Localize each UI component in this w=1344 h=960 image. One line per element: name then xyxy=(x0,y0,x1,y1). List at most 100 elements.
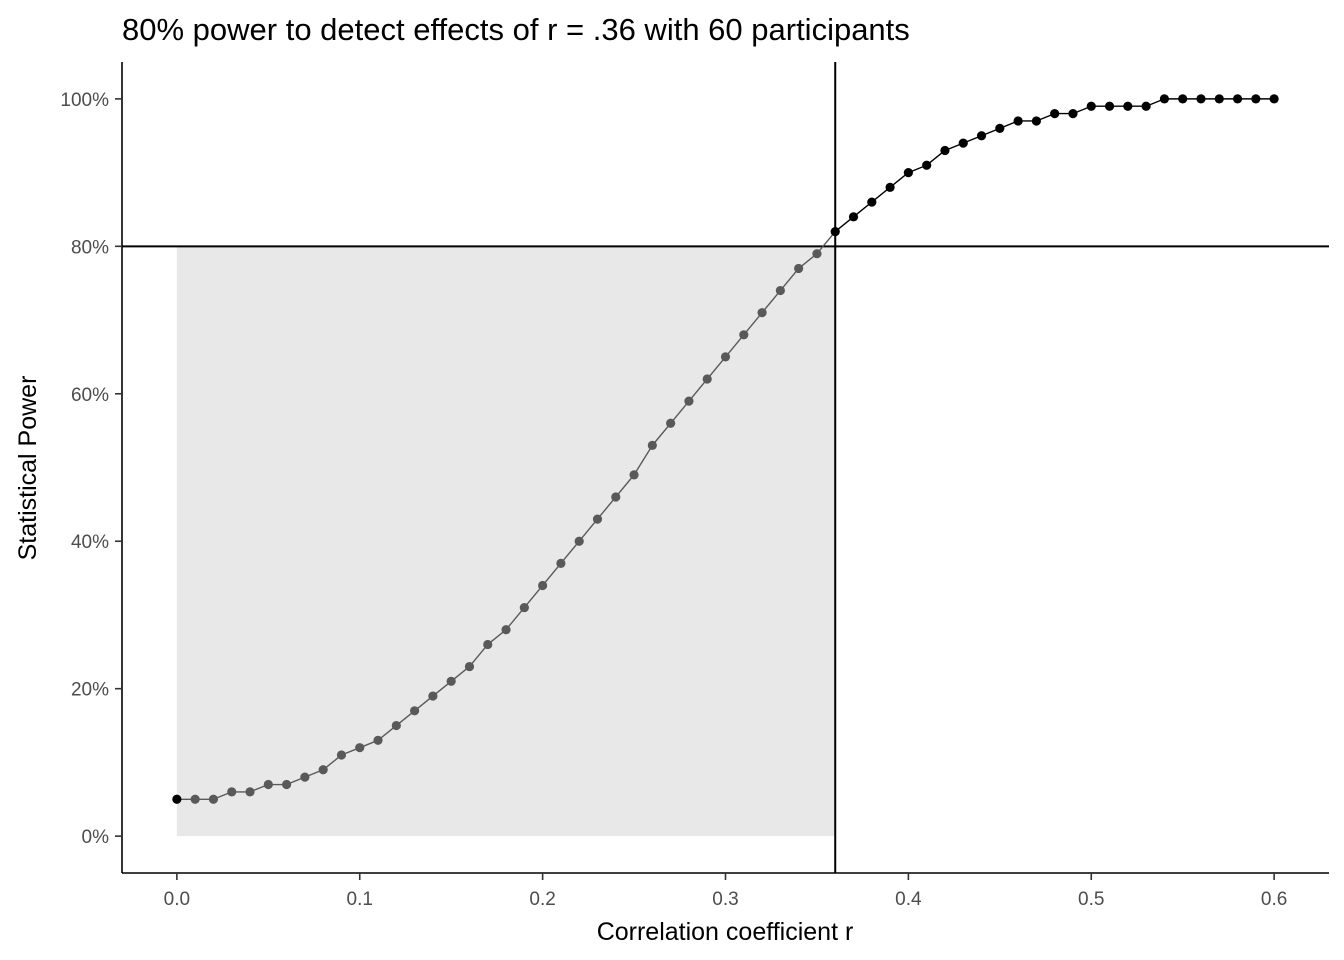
y-tick-label: 0% xyxy=(82,827,110,848)
data-point xyxy=(281,779,292,790)
curve-segment xyxy=(816,231,836,255)
data-point xyxy=(958,138,968,148)
data-point xyxy=(903,167,913,178)
x-tick-label: 0.6 xyxy=(1261,889,1287,910)
data-point xyxy=(702,374,712,384)
data-point xyxy=(336,750,347,760)
data-point xyxy=(208,794,219,804)
data-point xyxy=(464,661,475,672)
data-point xyxy=(245,787,255,797)
y-tick-label: 100% xyxy=(60,90,109,111)
data-point xyxy=(410,706,420,716)
data-point xyxy=(976,131,987,141)
curve-segment xyxy=(724,334,745,358)
data-point xyxy=(1141,101,1151,111)
data-point xyxy=(300,772,310,782)
x-axis-ticks: 0.0 0.1 0.2 0.3 0.4 0.5 0.6 xyxy=(164,873,1287,910)
data-point xyxy=(1050,109,1060,119)
shaded-power-region xyxy=(176,246,836,837)
curve-segment xyxy=(523,585,544,609)
y-axis-title: Statistical Power xyxy=(14,376,42,561)
curve-segment xyxy=(560,540,580,564)
curve-segment xyxy=(505,607,525,631)
data-point xyxy=(611,492,621,502)
data-point xyxy=(794,263,804,274)
data-point xyxy=(172,794,182,804)
data-point xyxy=(373,735,383,745)
data-point xyxy=(812,249,822,259)
data-point xyxy=(1196,94,1206,104)
y-tick-label: 60% xyxy=(71,385,109,406)
x-tick-label: 0.4 xyxy=(895,889,922,910)
data-point xyxy=(227,787,237,797)
data-point xyxy=(922,160,932,170)
power-curve-points xyxy=(172,94,1279,804)
curve-segment xyxy=(743,312,763,336)
data-point xyxy=(775,285,785,296)
y-tick-label: 40% xyxy=(71,532,109,553)
data-point xyxy=(1178,94,1188,104)
data-point xyxy=(995,123,1005,133)
x-tick-label: 0.0 xyxy=(164,889,190,910)
data-point xyxy=(446,676,456,686)
data-point xyxy=(318,765,328,775)
y-tick-label: 20% xyxy=(71,680,109,701)
data-point xyxy=(1031,116,1041,126)
data-point xyxy=(483,639,493,650)
curve-segment xyxy=(779,267,800,292)
data-point xyxy=(885,182,895,192)
data-point xyxy=(940,145,950,156)
data-point xyxy=(538,580,548,591)
curve-segment xyxy=(578,518,599,542)
curve-segment xyxy=(670,400,690,424)
data-point xyxy=(263,779,273,790)
data-point xyxy=(355,743,365,753)
data-point xyxy=(1269,94,1279,104)
data-point xyxy=(720,352,731,362)
data-point xyxy=(830,226,840,237)
curve-segment xyxy=(651,422,672,446)
data-point xyxy=(519,602,529,613)
x-tick-label: 0.3 xyxy=(712,889,738,910)
data-point xyxy=(1068,109,1078,119)
chart-title: 80% power to detect effects of r = .36 w… xyxy=(122,12,910,47)
x-tick-label: 0.2 xyxy=(529,889,555,910)
y-tick-label: 80% xyxy=(71,237,109,258)
x-tick-label: 0.1 xyxy=(347,889,373,910)
data-point xyxy=(629,470,639,480)
data-point xyxy=(867,197,877,207)
data-point xyxy=(1086,101,1096,111)
data-point xyxy=(592,514,603,524)
data-point xyxy=(1251,94,1261,104)
data-point xyxy=(1123,101,1133,111)
x-axis-title: Correlation coefficient r xyxy=(597,918,854,946)
x-tick-label: 0.5 xyxy=(1078,889,1104,910)
data-point xyxy=(1104,101,1115,111)
data-point xyxy=(1232,94,1243,104)
data-point xyxy=(428,691,438,701)
curve-segment xyxy=(615,474,635,498)
curve-segment xyxy=(761,290,781,314)
data-point xyxy=(556,558,566,568)
data-point xyxy=(684,396,694,406)
data-point xyxy=(647,440,657,450)
y-axis-ticks: 0% 20% 40% 60% 80% 100% xyxy=(60,90,122,848)
curve-segment xyxy=(633,445,653,476)
data-point xyxy=(666,418,676,428)
data-point xyxy=(190,794,200,804)
curve-segment xyxy=(542,562,562,586)
data-point xyxy=(1159,94,1170,104)
data-point xyxy=(391,720,401,731)
curve-segment xyxy=(468,643,489,668)
data-point xyxy=(848,212,859,222)
data-point xyxy=(1013,116,1023,126)
curve-segment xyxy=(706,356,727,380)
data-point xyxy=(1214,94,1224,104)
curve-segment xyxy=(596,496,617,520)
data-point xyxy=(574,536,584,546)
curve-segment xyxy=(688,378,708,402)
data-point xyxy=(757,308,767,318)
data-point xyxy=(739,330,749,340)
data-point xyxy=(501,625,511,635)
